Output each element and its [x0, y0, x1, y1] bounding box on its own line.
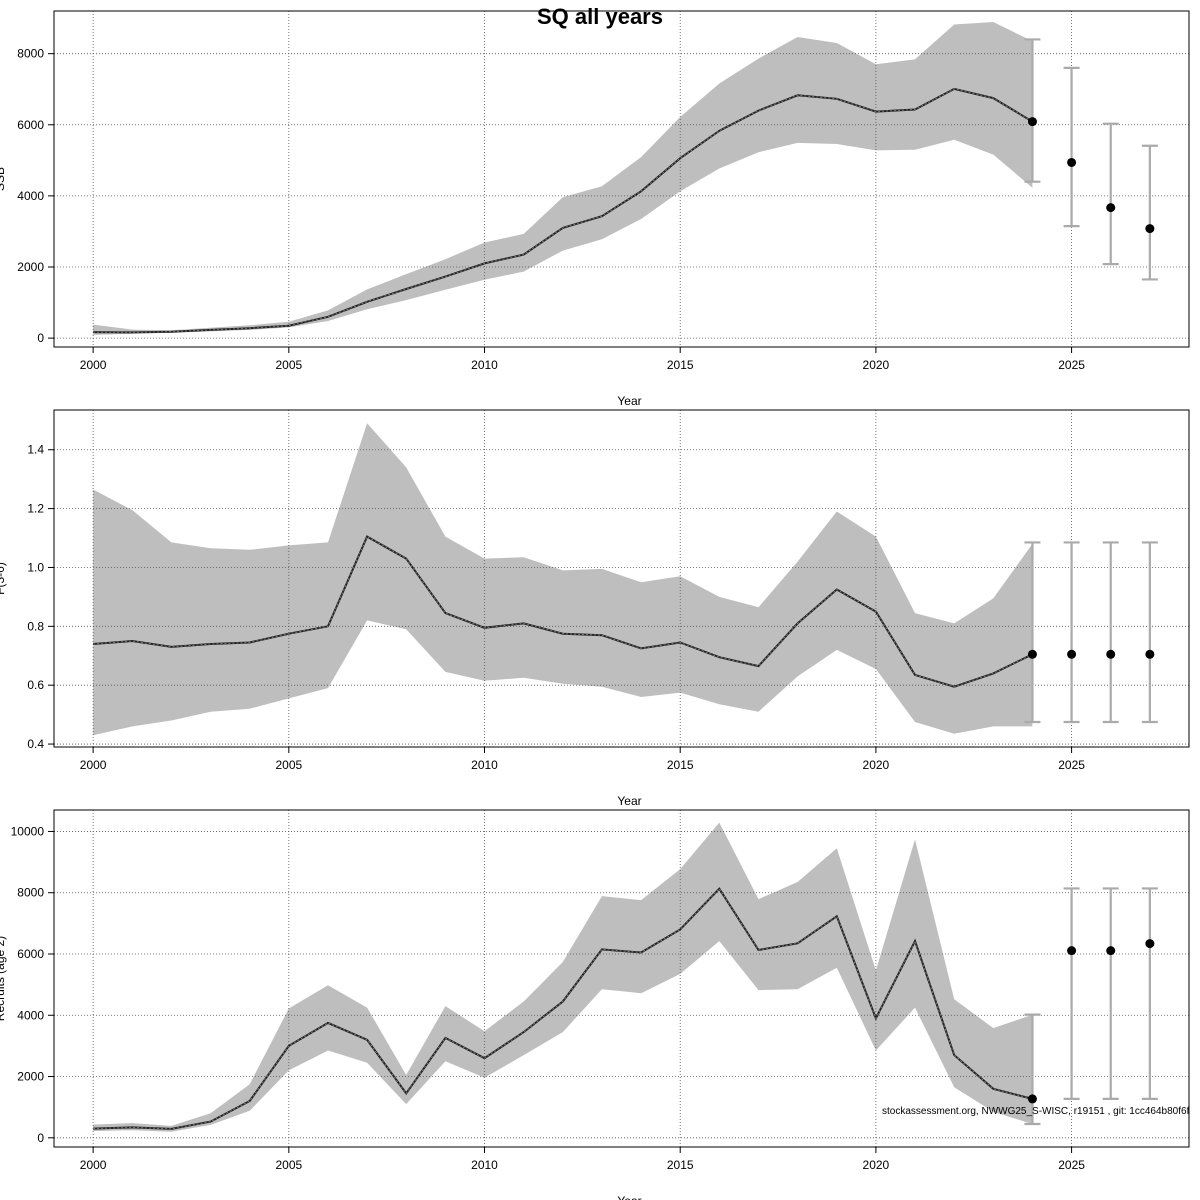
y-axis-label: F(3-6) [0, 562, 7, 595]
x-tick-label: 2020 [863, 758, 890, 772]
forecast-whisker [1063, 541, 1080, 724]
x-tick-label: 2010 [471, 1158, 498, 1172]
forecast-point [1106, 649, 1116, 659]
y-tick-label: 2000 [17, 1070, 44, 1084]
forecast-whisker [1102, 122, 1119, 266]
plot-frame [53, 809, 1190, 1148]
forecast-whisker [1141, 541, 1158, 724]
y-axis-label: Recruits (age 2) [0, 936, 7, 1021]
y-axis-label: SSB [0, 167, 7, 191]
y-tick-label: 2000 [17, 260, 44, 274]
y-tick-label: 1.0 [27, 560, 44, 574]
forecast-point [1145, 224, 1155, 234]
forecast-point [1027, 1094, 1037, 1104]
figure-title: SQ all years [537, 4, 663, 29]
forecast-whisker [1024, 541, 1041, 724]
forecast-point [1027, 649, 1037, 659]
estimate-line-dash [93, 88, 1033, 333]
forecast-whisker [1102, 887, 1119, 1101]
x-axis-label: Year [617, 1194, 641, 1200]
forecast-point [1067, 649, 1077, 659]
confidence-band [93, 423, 1033, 736]
x-tick-label: 2015 [667, 358, 694, 372]
forecast-whisker [1102, 541, 1119, 724]
y-tick-label: 0 [37, 331, 44, 345]
x-tick-label: 2020 [863, 358, 890, 372]
y-tick-label: 0.4 [27, 737, 44, 751]
x-tick-label: 2025 [1058, 758, 1085, 772]
y-tick-label: 6000 [17, 118, 44, 132]
estimate-line-dash [93, 536, 1033, 688]
forecast-whisker [1024, 1013, 1041, 1126]
x-tick-label: 2000 [80, 758, 107, 772]
y-tick-label: 8000 [17, 47, 44, 61]
forecast-point [1067, 157, 1077, 167]
y-tick-label: 4000 [17, 189, 44, 203]
x-tick-label: 2000 [80, 1158, 107, 1172]
y-tick-label: 4000 [17, 1008, 44, 1022]
x-axis-label: Year [617, 394, 641, 408]
y-tick-label: 1.4 [27, 443, 44, 457]
y-tick-label: 0 [37, 1131, 44, 1145]
x-tick-label: 2010 [471, 758, 498, 772]
footer-text: stockassessment.org, NWWG25_S-WISC, r191… [882, 1106, 1190, 1117]
y-tick-label: 10000 [11, 824, 45, 838]
y-tick-label: 1.2 [27, 502, 44, 516]
forecast-point [1145, 649, 1155, 659]
forecast-whisker [1063, 887, 1080, 1101]
forecast-point [1027, 117, 1037, 127]
forecast-point [1067, 946, 1077, 956]
estimate-line-dash [93, 888, 1033, 1130]
x-tick-label: 2025 [1058, 1158, 1085, 1172]
x-axis-label: Year [617, 794, 641, 808]
forecast-whisker [1141, 887, 1158, 1101]
x-tick-label: 2005 [275, 758, 302, 772]
forecast-whisker [1024, 38, 1041, 183]
x-tick-label: 2005 [275, 358, 302, 372]
y-tick-label: 0.8 [27, 619, 44, 633]
confidence-band [93, 822, 1033, 1132]
x-tick-label: 2005 [275, 1158, 302, 1172]
x-tick-label: 2025 [1058, 358, 1085, 372]
y-tick-label: 6000 [17, 947, 44, 961]
x-tick-label: 2015 [667, 758, 694, 772]
panel-ssb: 2000 2005 2010 2015 2020 2025 0 2000 4000 6000 800… [0, 10, 1190, 408]
forecast-whisker [1141, 144, 1158, 281]
forecast-point [1145, 939, 1155, 949]
x-tick-label: 2010 [471, 358, 498, 372]
x-tick-label: 2000 [80, 358, 107, 372]
x-tick-label: 2015 [667, 1158, 694, 1172]
forecast-point [1106, 946, 1116, 956]
plot-frame [53, 10, 1190, 348]
plot-frame [53, 409, 1190, 748]
panel-fbar: 2000 2005 2010 2015 2020 2025 0.4 0.6 0.8 1.0 1.2 1… [0, 409, 1190, 808]
confidence-band [93, 22, 1033, 335]
x-tick-label: 2020 [863, 1158, 890, 1172]
forecast-point [1106, 203, 1116, 213]
panel-recruits: 2000 2005 2010 2015 2020 2025 0 2000 4000 6000 800… [0, 809, 1190, 1200]
y-tick-label: 0.6 [27, 678, 44, 692]
forecast-whisker [1063, 66, 1080, 228]
y-tick-label: 8000 [17, 886, 44, 900]
